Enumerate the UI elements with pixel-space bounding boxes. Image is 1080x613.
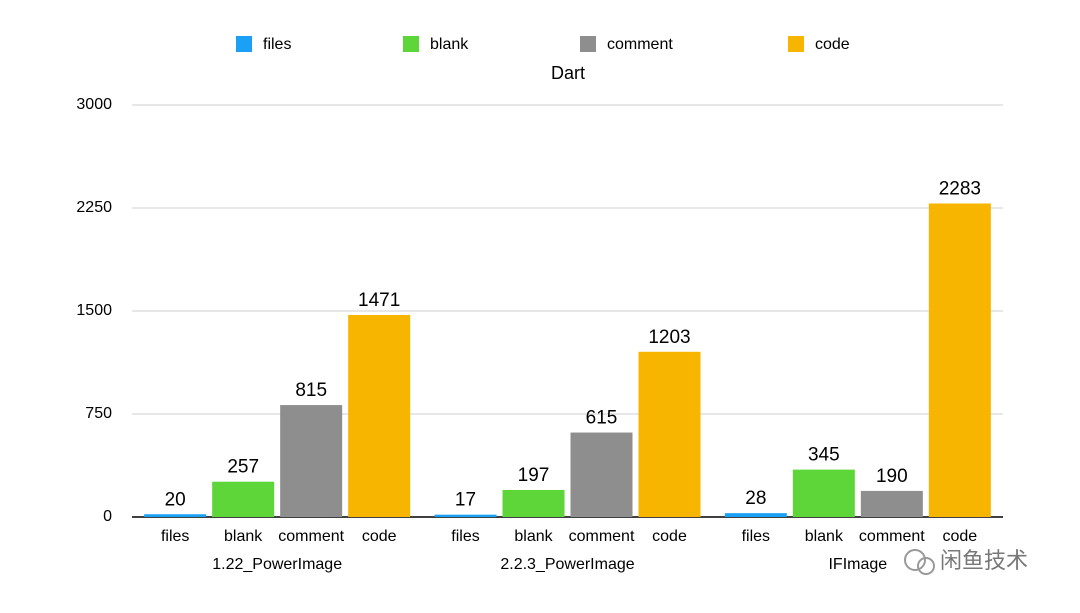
- bar: [144, 514, 207, 517]
- bar: [724, 513, 787, 517]
- legend-swatch: [403, 36, 419, 52]
- data-label: 2283: [939, 178, 981, 199]
- legend-label: comment: [607, 36, 673, 53]
- data-label: 815: [295, 380, 327, 401]
- data-label: 197: [518, 465, 550, 486]
- bar: [570, 432, 633, 517]
- y-tick-label: 2250: [76, 199, 112, 216]
- x-tick-label: files: [451, 528, 479, 545]
- data-label: 1471: [358, 290, 400, 311]
- data-label: 257: [227, 457, 259, 478]
- legend-swatch: [236, 36, 252, 52]
- chart-title: Dart: [551, 63, 585, 83]
- bar: [502, 489, 565, 517]
- x-tick-label: comment: [278, 528, 344, 545]
- y-tick-label: 3000: [76, 96, 112, 113]
- bar: [434, 514, 497, 517]
- bar: [212, 481, 275, 517]
- bar: [638, 351, 701, 517]
- x-group-label: 2.2.3_PowerImage: [500, 556, 634, 573]
- x-tick-label: comment: [569, 528, 635, 545]
- x-tick-label: blank: [224, 528, 263, 545]
- y-tick-label: 1500: [76, 302, 112, 319]
- data-label: 20: [165, 489, 186, 510]
- watermark: 闲鱼技术: [940, 548, 1028, 573]
- x-tick-label: comment: [859, 528, 925, 545]
- x-group-label: 1.22_PowerImage: [212, 556, 342, 573]
- legend-label: code: [815, 36, 850, 53]
- x-tick-label: code: [652, 528, 687, 545]
- data-label: 345: [808, 445, 840, 466]
- x-group-label: IFImage: [828, 556, 887, 573]
- data-label: 17: [455, 490, 476, 511]
- bar: [928, 203, 991, 517]
- watermark-icon: [904, 549, 935, 575]
- data-label: 190: [876, 466, 908, 487]
- y-tick-label: 750: [85, 405, 112, 422]
- legend-swatch: [788, 36, 804, 52]
- bar: [280, 405, 343, 517]
- bar: [348, 314, 411, 517]
- x-tick-label: files: [742, 528, 770, 545]
- data-label: 1203: [648, 327, 690, 348]
- data-label: 615: [586, 408, 618, 429]
- x-tick-label: code: [362, 528, 397, 545]
- bar: [792, 469, 855, 517]
- y-tick-label: 0: [103, 508, 112, 525]
- data-label: 28: [745, 488, 766, 509]
- legend-label: blank: [430, 36, 469, 53]
- bar: [860, 490, 923, 517]
- legend-swatch: [580, 36, 596, 52]
- x-tick-label: blank: [805, 528, 844, 545]
- legend-label: files: [263, 36, 291, 53]
- x-tick-label: files: [161, 528, 189, 545]
- x-tick-label: blank: [514, 528, 553, 545]
- x-tick-label: code: [942, 528, 977, 545]
